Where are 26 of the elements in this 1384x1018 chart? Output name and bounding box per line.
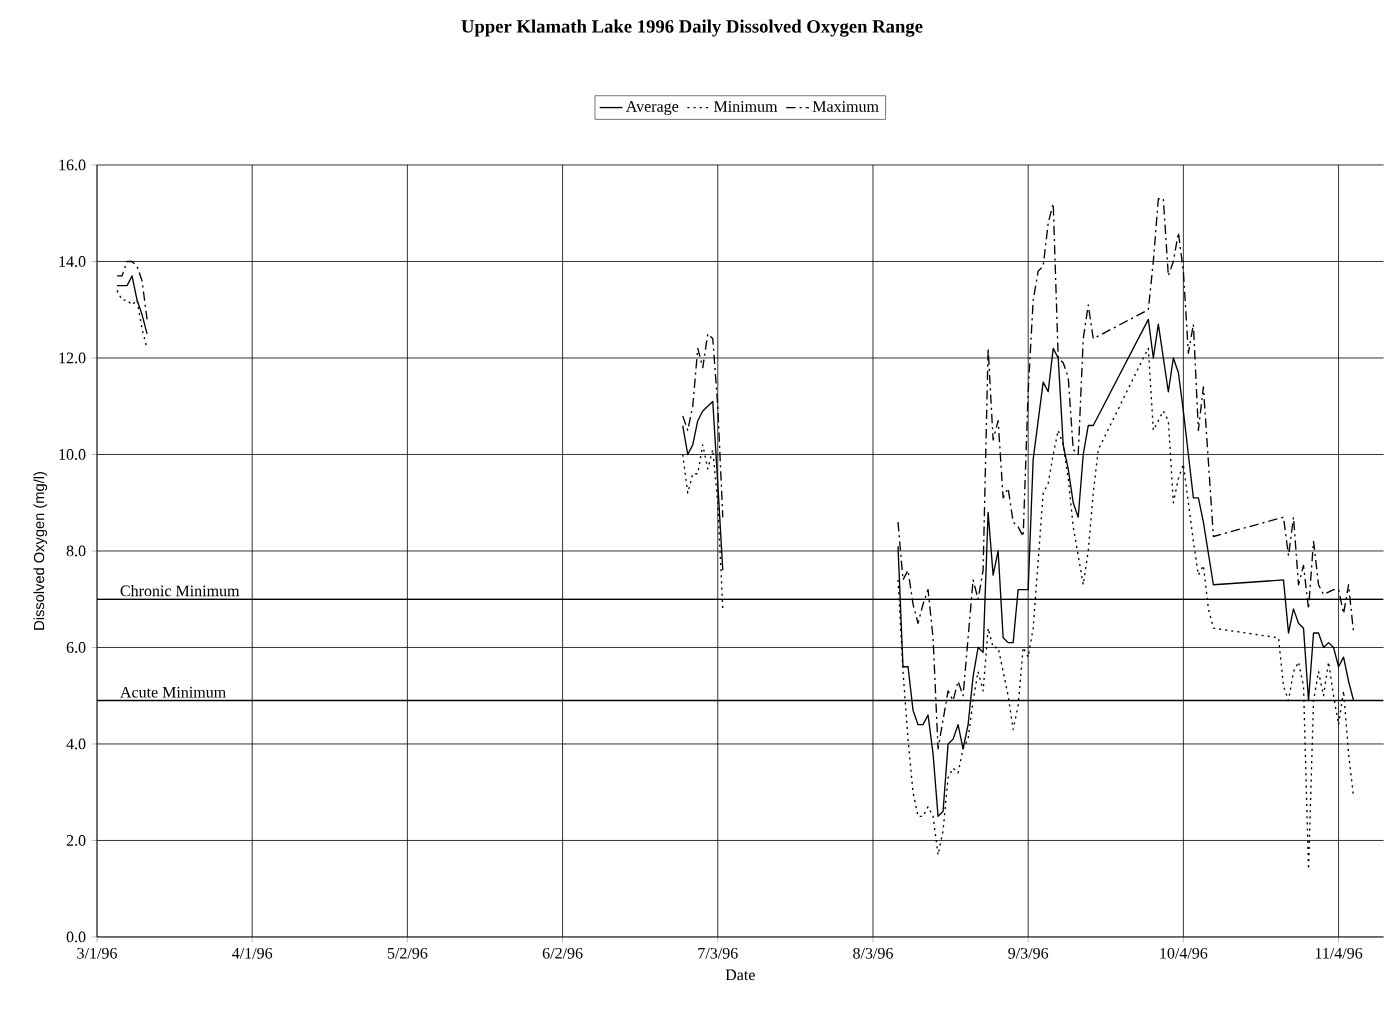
x-tick-label: 5/2/96 <box>387 947 428 959</box>
ref-line-label: Acute Minimum <box>120 686 226 698</box>
y-tick-label: 10.0 <box>59 449 86 460</box>
y-tick-label: 6.0 <box>66 642 86 653</box>
y-axis-title: Dissolved Oxygen (mg/l) <box>33 472 48 630</box>
legend-label: Average <box>625 101 679 116</box>
x-tick-label: 8/3/96 <box>853 947 893 959</box>
y-tick-label: 16.0 <box>59 159 86 171</box>
x-axis-title: Date <box>725 969 755 981</box>
y-tick-label: 2.0 <box>66 835 86 846</box>
x-tick-label: 9/3/96 <box>1008 947 1049 959</box>
x-tick-label: 4/1/96 <box>232 947 273 959</box>
x-tick-label: 3/1/96 <box>77 947 117 959</box>
y-tick-label: 12.0 <box>59 352 86 364</box>
legend-label: Minimum <box>713 101 778 112</box>
x-tick-label: 11/4/96 <box>1315 947 1363 959</box>
y-tick-label: 14.0 <box>59 256 86 267</box>
legend-label: Maximum <box>812 101 879 112</box>
x-tick-label: 7/3/96 <box>698 947 738 959</box>
x-tick-label: 6/2/96 <box>542 947 583 959</box>
ref-line-label: Chronic Minimum <box>120 585 240 597</box>
chart-title: Upper Klamath Lake 1996 Daily Dissolved Oxygen Range <box>461 19 923 37</box>
y-tick-label: 8.0 <box>66 545 86 557</box>
y-tick-label: 0.0 <box>66 931 86 943</box>
y-tick-label: 4.0 <box>66 738 86 750</box>
x-tick-label: 10/4/96 <box>1160 947 1208 959</box>
